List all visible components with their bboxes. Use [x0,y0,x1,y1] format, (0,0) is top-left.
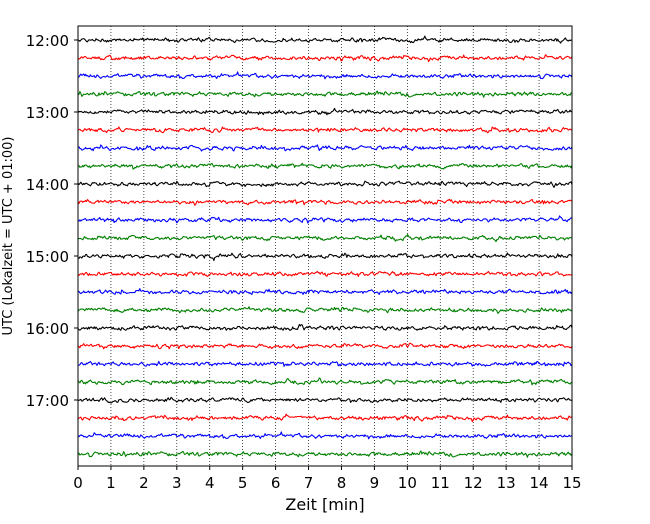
seismogram-trace [77,270,573,278]
seismogram-trace [77,198,573,206]
x-tick-label: 15 [562,474,581,492]
x-tick-label: 9 [370,474,380,492]
y-tick-label: 17:00 [26,392,69,410]
x-tick-label: 1 [106,474,116,492]
x-axis-ticks: 0 1 2 3 4 5 6 7 8 9 10 11 12 13 14 15 [73,466,582,492]
plot-frame [77,25,573,467]
x-tick-label: 11 [431,474,450,492]
seismogram-trace [77,252,573,262]
seismogram-trace [77,413,573,423]
y-tick-label: 15:00 [26,248,69,266]
x-tick-label: 12 [464,474,483,492]
x-tick-label: 14 [530,474,549,492]
seismogram-trace [77,162,573,170]
x-tick-label: 2 [139,474,149,492]
seismogram-trace [77,234,573,243]
x-tick-label: 5 [238,474,248,492]
seismogram-trace [77,215,573,224]
seismogram-trace [77,288,573,295]
x-tick-label: 8 [337,474,347,492]
seismogram-trace [77,90,573,98]
seismogram-trace [77,377,573,386]
seismogram-trace [77,35,573,44]
seismogram-trace [77,431,573,440]
seismogram-trace [77,180,573,188]
y-axis-label: UTC (Lokalzeit = UTC + 01:00) [1,137,16,336]
x-tick-label: 10 [398,474,417,492]
x-tick-label: 3 [172,474,182,492]
x-tick-label: 0 [73,474,83,492]
seismogram-traces [77,35,573,458]
seismogram-trace [77,144,573,152]
seismogram-trace [77,306,573,314]
seismogram-trace [78,71,573,80]
x-tick-label: 7 [304,474,314,492]
x-tick-label: 13 [497,474,516,492]
x-tick-label: 4 [205,474,215,492]
seismogram-trace [77,54,573,63]
x-tick-label: 6 [271,474,281,492]
seismogram-trace [77,126,573,134]
y-tick-label: 12:00 [26,32,69,50]
x-axis-label: Zeit [min] [285,495,364,514]
seismogram-trace [77,360,573,367]
seismogram-trace [77,323,573,331]
y-tick-label: 16:00 [26,320,69,338]
grid-lines [110,26,540,466]
y-tick-label: 14:00 [26,176,69,194]
y-tick-label: 13:00 [26,104,69,122]
seismogram-trace [77,107,573,116]
seismogram-trace [77,342,573,350]
seismogram-trace [77,450,573,458]
y-axis-ticks: 12:00 13:00 14:00 15:00 16:00 17:00 [26,32,78,410]
seismogram-trace [77,396,573,404]
